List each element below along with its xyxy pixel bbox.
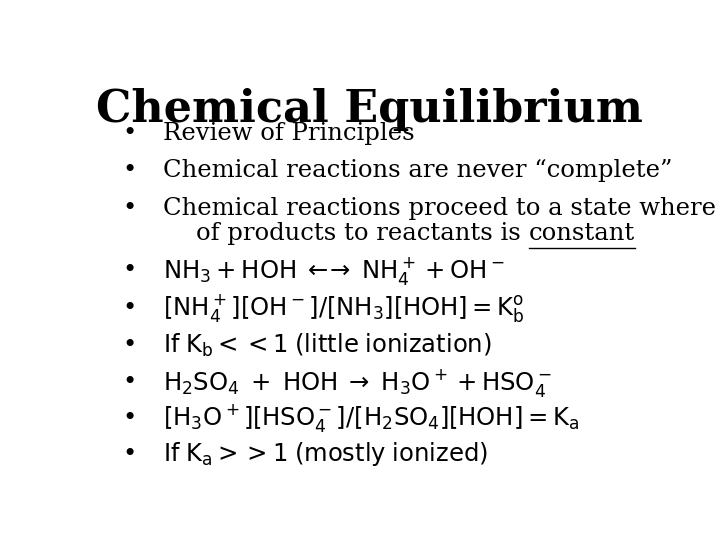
Text: $\mathrm{[NH_4^+][OH^-]/[NH_3][HOH] = K_b^o}$: $\mathrm{[NH_4^+][OH^-]/[NH_3][HOH] = K_…	[163, 292, 524, 324]
Text: $\mathrm{H_2SO_4 \;+\; HOH \;\rightarrow\; H_3O^+ + HSO_4^-}$: $\mathrm{H_2SO_4 \;+\; HOH \;\rightarrow…	[163, 367, 552, 399]
Text: •: •	[122, 259, 136, 282]
Text: •: •	[122, 296, 136, 320]
Text: $\mathrm{NH_3 + HOH \;\leftarrow\!\!\rightarrow\; NH_4^+ + OH^-}$: $\mathrm{NH_3 + HOH \;\leftarrow\!\!\rig…	[163, 255, 504, 287]
Text: $\mathrm{If\; K_a >> 1\; (mostly\; ionized)}$: $\mathrm{If\; K_a >> 1\; (mostly\; ioniz…	[163, 441, 487, 468]
Text: •: •	[122, 407, 136, 430]
Text: •: •	[122, 372, 136, 394]
Text: Chemical reactions are never “complete”: Chemical reactions are never “complete”	[163, 159, 672, 183]
Text: •: •	[122, 122, 136, 145]
Text: •: •	[122, 197, 136, 220]
Text: Chemical reactions proceed to a state where ratio: Chemical reactions proceed to a state wh…	[163, 197, 720, 220]
Text: •: •	[122, 443, 136, 466]
Text: •: •	[122, 159, 136, 183]
Text: Review of Principles: Review of Principles	[163, 122, 414, 145]
Text: $\mathrm{If\; K_b << 1\; (little\; ionization)}$: $\mathrm{If\; K_b << 1\; (little\; ioniz…	[163, 332, 491, 359]
Text: •: •	[122, 334, 136, 357]
Text: of products to reactants is: of products to reactants is	[196, 222, 528, 245]
Text: Chemical Equilibrium: Chemical Equilibrium	[96, 87, 642, 131]
Text: constant: constant	[528, 222, 635, 245]
Text: $\mathrm{[H_3O^+][HSO_4^-] / [H_2SO_4][HOH] = K_a}$: $\mathrm{[H_3O^+][HSO_4^-] / [H_2SO_4][H…	[163, 402, 579, 434]
